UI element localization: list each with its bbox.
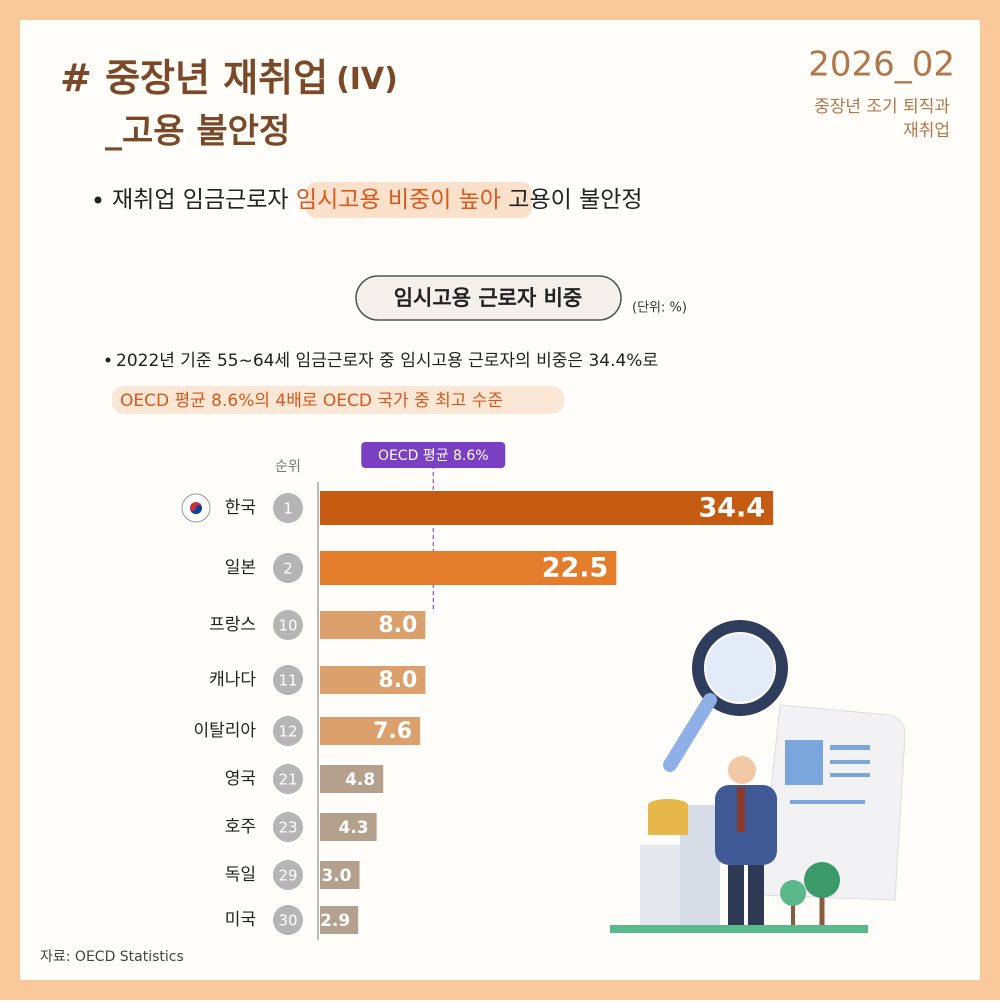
tree bbox=[804, 862, 840, 898]
chart-title-pill bbox=[355, 275, 622, 321]
bar bbox=[320, 611, 426, 639]
tree bbox=[780, 880, 806, 906]
note-dot bbox=[105, 357, 111, 363]
note: 2022년 기준 55~64세 임금근로자 중 임시고용 근로자의 비중은 34… bbox=[116, 351, 658, 371]
rank-badge bbox=[273, 553, 303, 583]
leg bbox=[748, 865, 764, 925]
coins bbox=[648, 805, 688, 835]
photo bbox=[785, 740, 823, 785]
bar bbox=[320, 491, 774, 525]
bar bbox=[320, 765, 384, 793]
value-label: 3.0 bbox=[321, 866, 351, 886]
rank-badge bbox=[273, 493, 303, 523]
flag-emblem bbox=[190, 505, 202, 514]
issue: 2026_02 bbox=[808, 45, 955, 85]
paper-line bbox=[790, 800, 865, 804]
title-suffix: (IV) bbox=[336, 62, 398, 97]
rank-header: 순위 bbox=[275, 459, 301, 475]
tie bbox=[737, 787, 745, 832]
reference-label-bg bbox=[361, 442, 506, 468]
reference-label: OECD 평균 8.6% bbox=[378, 448, 489, 464]
bar bbox=[320, 551, 617, 585]
bars: OECD 평균 8.6% 한국 1 34.4 일본 2 22.5 프랑스 10 8.0 캐나다 11 8… bbox=[181, 442, 774, 935]
rank-badge bbox=[273, 905, 303, 935]
title: # 중장년 재취업 (IV) bbox=[60, 56, 398, 100]
category-label: 독일 bbox=[225, 865, 256, 885]
category-label: 한국 bbox=[225, 498, 256, 518]
bar bbox=[320, 666, 426, 694]
handle bbox=[663, 693, 717, 772]
category-label: 미국 bbox=[225, 910, 256, 930]
source: 자료: OECD Statistics bbox=[40, 949, 184, 965]
bar bbox=[320, 906, 359, 934]
value-label: 7.6 bbox=[373, 719, 412, 744]
lens bbox=[692, 620, 788, 716]
value-label: 22.5 bbox=[542, 553, 609, 584]
value-label: 34.4 bbox=[698, 493, 765, 524]
rank-badge bbox=[273, 764, 303, 794]
ground bbox=[610, 925, 868, 933]
category-label: 이탈리아 bbox=[193, 721, 256, 741]
bullet-dot bbox=[94, 196, 102, 204]
series-name: 중장년 조기 퇴직과 bbox=[814, 97, 950, 117]
rank-label: 21 bbox=[278, 771, 297, 789]
value-label: 2.9 bbox=[320, 911, 350, 931]
value-label: 8.0 bbox=[378, 613, 417, 638]
rank-label: 2 bbox=[283, 560, 293, 578]
head bbox=[728, 756, 756, 784]
lens-glass bbox=[706, 634, 774, 702]
title-main: # 중장년 재취업 bbox=[60, 56, 328, 100]
series-name: 재취업 bbox=[903, 121, 950, 141]
rank-label: 23 bbox=[278, 819, 297, 837]
bar bbox=[320, 813, 377, 841]
rank-label: 1 bbox=[283, 500, 293, 518]
rank-badge bbox=[273, 860, 303, 890]
rank-label: 12 bbox=[278, 723, 297, 741]
bar bbox=[320, 717, 421, 745]
rank-label: 29 bbox=[278, 867, 297, 885]
category-label: 영국 bbox=[225, 769, 256, 789]
leg bbox=[728, 865, 744, 925]
rank-badge bbox=[273, 665, 303, 695]
value-label: 8.0 bbox=[378, 668, 417, 693]
rank-label: 11 bbox=[278, 672, 297, 690]
bullet-before: 재취업 임금근로자 bbox=[112, 187, 296, 213]
paper-line bbox=[830, 745, 870, 750]
bullet-highlight: 임시고용 비중이 높아 bbox=[296, 187, 501, 213]
illustration bbox=[610, 620, 906, 933]
rank-label: 10 bbox=[278, 617, 297, 635]
rank-badge bbox=[273, 812, 303, 842]
jacket bbox=[715, 785, 777, 865]
value-label: 4.3 bbox=[339, 818, 369, 838]
paper-line bbox=[830, 773, 870, 777]
category-label: 호주 bbox=[225, 817, 256, 837]
category-label: 프랑스 bbox=[209, 615, 256, 635]
rank-label: 30 bbox=[278, 912, 297, 930]
category-label: 일본 bbox=[225, 558, 256, 578]
note: OECD 평균 8.6%의 4배로 OECD 국가 중 최고 수준 bbox=[120, 391, 503, 411]
rank-badge bbox=[273, 716, 303, 746]
bar bbox=[320, 861, 360, 889]
note-bg bbox=[112, 386, 564, 414]
value-label: 4.8 bbox=[345, 770, 375, 790]
paper-line bbox=[830, 760, 870, 764]
chart-title: 임시고용 근로자 비중 bbox=[394, 286, 583, 310]
subtitle: _고용 불안정 bbox=[105, 112, 290, 152]
bullet-text: 재취업 임금근로자 임시고용 비중이 높아 고용이 불안정 bbox=[112, 187, 643, 213]
rank-badge bbox=[273, 610, 303, 640]
category-label: 캐나다 bbox=[209, 670, 256, 690]
highlight-bg bbox=[306, 182, 532, 218]
unit: (단위: %) bbox=[632, 301, 687, 316]
bullet-after: 고용이 불안정 bbox=[501, 187, 643, 213]
